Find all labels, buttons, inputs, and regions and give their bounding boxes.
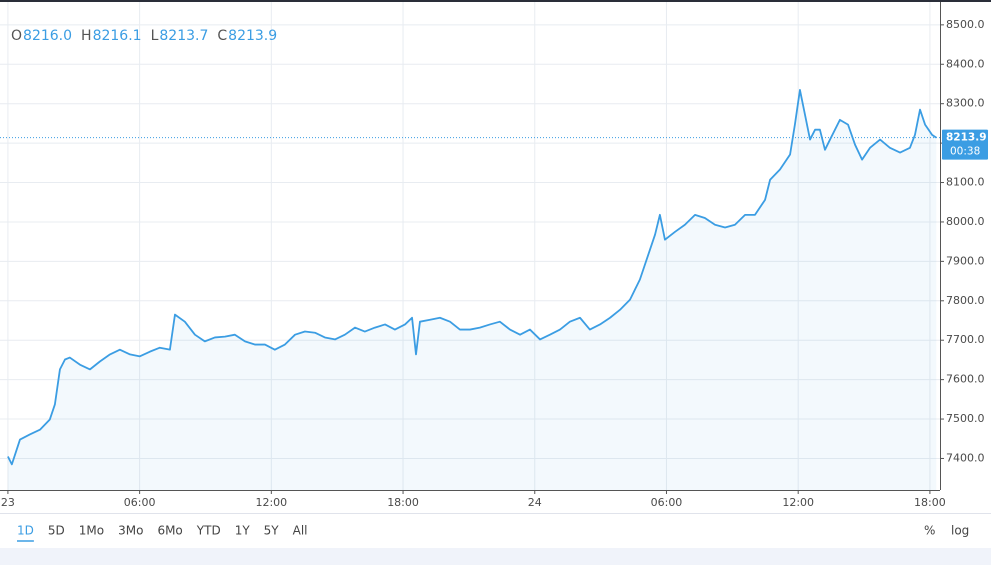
x-tick-label: 06:00 (651, 496, 683, 509)
range-button[interactable]: 1Mo (79, 524, 104, 538)
y-tick-label: 8400.0 (946, 57, 985, 70)
scale-option[interactable]: % (924, 524, 935, 538)
ohlc-key: H (81, 28, 92, 44)
ohlc-key: O (11, 28, 22, 44)
y-tick-label: 8100.0 (946, 176, 985, 189)
x-tick-label: 12:00 (255, 496, 287, 509)
ohlc-key: C (217, 28, 227, 44)
ohlc-value: 8216.1 (93, 28, 142, 44)
range-button[interactable]: 5D (48, 524, 65, 538)
ohlc-value: 8213.9 (228, 28, 277, 44)
range-button[interactable]: 3Mo (118, 524, 143, 538)
background (0, 0, 991, 548)
x-tick-label: 18:00 (387, 496, 419, 509)
range-button[interactable]: 1Y (235, 524, 251, 538)
range-button[interactable]: All (293, 524, 308, 538)
y-tick-label: 8500.0 (946, 18, 985, 31)
y-tick-label: 7700.0 (946, 333, 985, 346)
y-tick-label: 8000.0 (946, 215, 985, 228)
y-tick-label: 7600.0 (946, 373, 985, 386)
y-tick-label: 7900.0 (946, 254, 985, 267)
range-toolbar: 1D 5D 1Mo 3Mo 6Mo YTD 1Y 5Y All% log (17, 524, 969, 542)
x-tick-label: 06:00 (124, 496, 156, 509)
ohlc-key: L (151, 28, 159, 44)
last-price-badge (942, 129, 988, 160)
range-button[interactable]: 6Mo (157, 524, 182, 538)
y-tick-label: 7400.0 (946, 451, 985, 464)
y-tick-label: 7800.0 (946, 294, 985, 307)
scale-option[interactable]: log (951, 524, 969, 538)
x-tick-label: 23 (1, 496, 15, 509)
x-tick-label: 24 (528, 496, 542, 509)
y-tick-label: 7500.0 (946, 412, 985, 425)
x-tick-label: 18:00 (914, 496, 946, 509)
top-border (0, 0, 991, 2)
last-price-label: 8213.9 (946, 132, 987, 144)
ohlc-value: 8213.7 (159, 28, 208, 44)
range-button[interactable]: YTD (196, 524, 221, 538)
area-fill (7, 89, 937, 491)
ohlc-header: O 8216.0 H 8216.1 L 8213.7 C 8213.9 (11, 28, 277, 44)
plot (0, 2, 940, 491)
x-tick-label: 12:00 (782, 496, 814, 509)
y-tick-label: 8300.0 (946, 97, 985, 110)
range-button[interactable]: 5Y (264, 524, 280, 538)
range-button[interactable]: 1D (17, 524, 34, 538)
ohlc-value: 8216.0 (23, 28, 72, 44)
countdown-label: 00:38 (950, 146, 980, 158)
